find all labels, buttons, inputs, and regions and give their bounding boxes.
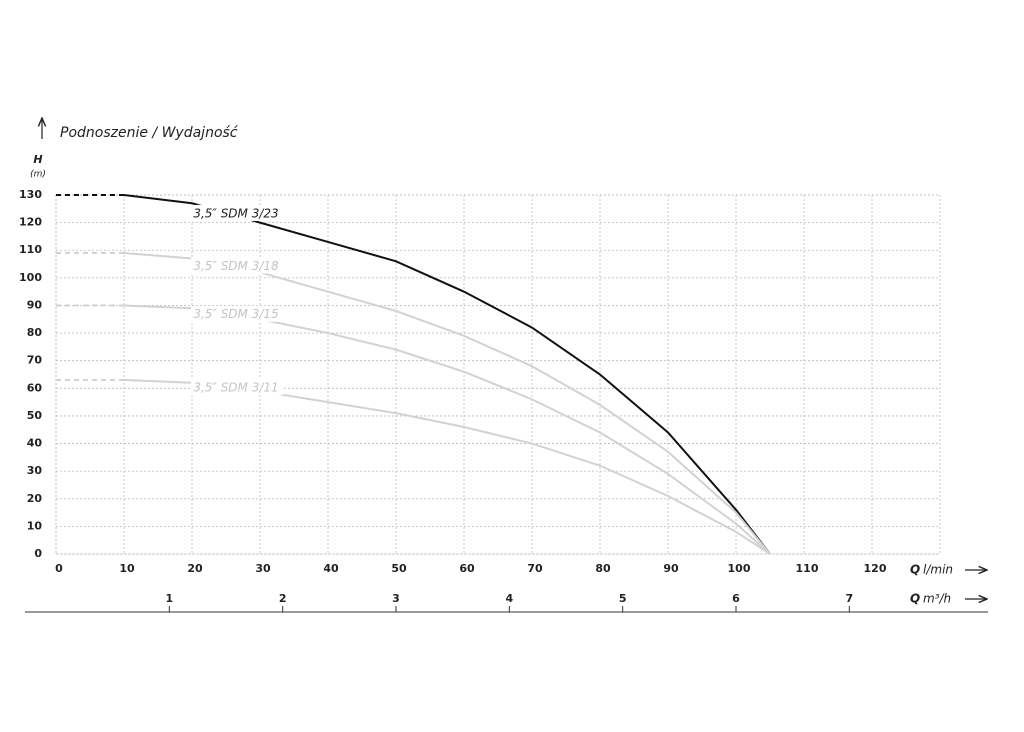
x-tick-label: 0 [55, 562, 63, 575]
y-tick-label: 30 [27, 464, 43, 477]
y-tick-label: 90 [27, 298, 43, 311]
curve [123, 251, 771, 555]
x-tick-label: 100 [728, 562, 751, 575]
series-label: 3,5″ SDM 3/15 [193, 307, 278, 321]
x2-tick-label: 3 [392, 592, 400, 605]
curve [123, 379, 771, 555]
y-tick-label: 110 [19, 243, 42, 256]
x2-tick-label: 5 [619, 592, 627, 605]
series-label: 3,5″ SDM 3/11 [193, 380, 278, 394]
plot-frame [55, 194, 941, 555]
y-tick-label: 50 [27, 409, 43, 422]
x2-tick-label: 2 [279, 592, 287, 605]
y-tick-label: 40 [27, 437, 43, 450]
x-tick-label: 10 [119, 562, 135, 575]
y-label-unit: (m) [30, 170, 46, 180]
y-tick-label: 80 [27, 326, 43, 339]
x2-label-unit: m³/h [923, 592, 951, 606]
x2-tick-label: 7 [846, 592, 854, 605]
x-tick-label: 110 [796, 562, 819, 575]
label-gap [191, 257, 283, 274]
label-gap [191, 378, 283, 395]
y-tick-label: 20 [27, 492, 43, 505]
x2-tick-label: 4 [506, 592, 514, 605]
label-gap [191, 204, 283, 221]
x-tick-label: 30 [255, 562, 271, 575]
x-tick-label: 90 [663, 562, 679, 575]
y-tick-label: 100 [19, 271, 42, 284]
series-label: 3,5″ SDM 3/18 [193, 259, 279, 273]
x2-label-symbol: Q [910, 592, 920, 606]
x-label-symbol: Q [910, 563, 920, 577]
y-tick-label: 10 [27, 519, 43, 532]
chart-title: Podnoszenie / Wydajność [60, 125, 239, 141]
x-tick-label: 80 [595, 562, 611, 575]
y-tick-label: 130 [19, 188, 42, 201]
y-label-symbol: H [33, 153, 42, 166]
x2-tick-label: 6 [732, 592, 740, 605]
x2-tick-label: 1 [166, 592, 174, 605]
y-tick-label: 120 [19, 216, 42, 229]
series-label: 3,5″ SDM 3/23 [193, 206, 278, 220]
y-tick-label: 70 [27, 354, 43, 367]
curve [123, 304, 771, 555]
y-tick-label: 0 [34, 547, 42, 560]
y-tick-label: 60 [27, 381, 43, 394]
x-tick-label: 120 [864, 562, 887, 575]
x-label-unit: l/min [923, 563, 953, 577]
x-tick-label: 70 [527, 562, 543, 575]
label-gap [191, 305, 283, 322]
x-tick-label: 50 [391, 562, 407, 575]
x-tick-label: 60 [459, 562, 475, 575]
curve [123, 194, 771, 555]
x-tick-label: 40 [323, 562, 339, 575]
x-tick-label: 20 [187, 562, 203, 575]
